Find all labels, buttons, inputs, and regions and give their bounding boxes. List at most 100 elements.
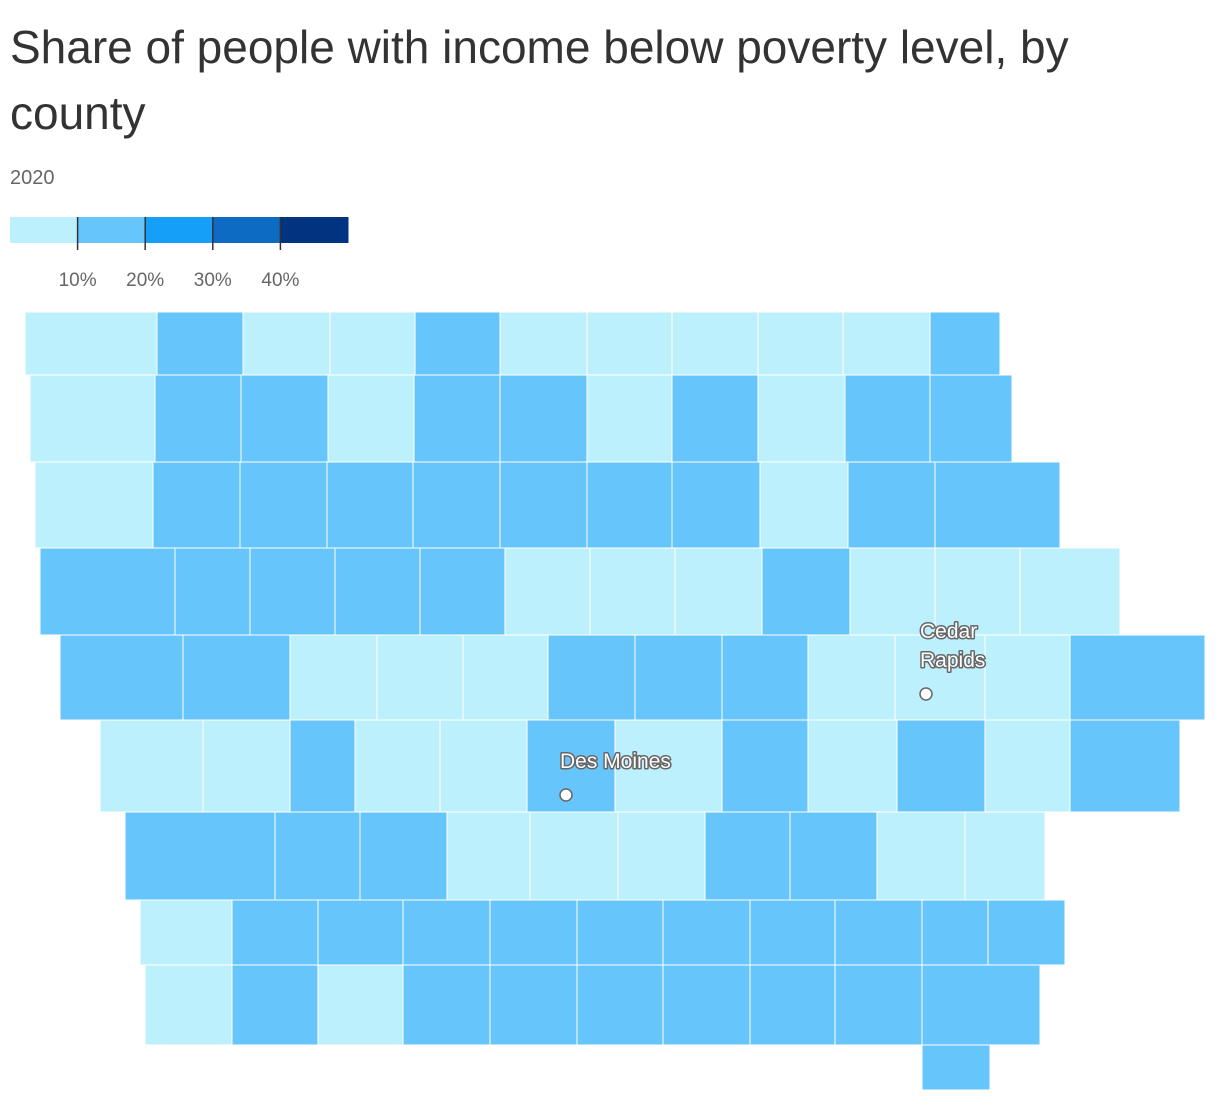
county (757, 374, 846, 463)
county (202, 719, 291, 813)
county (834, 899, 923, 966)
county (156, 311, 244, 376)
county (152, 461, 241, 549)
county (662, 964, 751, 1046)
county (499, 374, 588, 463)
county (413, 374, 501, 463)
county (124, 811, 276, 901)
county (231, 964, 319, 1046)
legend-tick-label: 10% (59, 270, 97, 291)
county (759, 461, 849, 549)
county (929, 374, 1013, 463)
county (894, 634, 986, 721)
county (576, 899, 664, 966)
county (334, 547, 421, 636)
county (99, 719, 204, 813)
county (402, 899, 491, 966)
county (154, 374, 242, 463)
county (662, 899, 751, 966)
county (499, 311, 588, 376)
county (240, 374, 329, 463)
county (1069, 719, 1181, 813)
county (849, 547, 936, 636)
county (446, 811, 531, 901)
county (274, 811, 361, 901)
county (896, 719, 986, 813)
county (414, 311, 501, 376)
county (634, 634, 723, 721)
legend-swatch (145, 217, 214, 243)
county (34, 461, 154, 549)
county (39, 547, 176, 636)
county (329, 311, 416, 376)
county (402, 964, 491, 1046)
county (354, 719, 441, 813)
county (984, 719, 1071, 813)
county (921, 899, 989, 966)
county (671, 374, 759, 463)
county (761, 547, 851, 636)
county (586, 311, 673, 376)
county (987, 899, 1066, 966)
subtitle: 2020 (10, 167, 55, 189)
county (586, 374, 673, 463)
county (921, 964, 1041, 1046)
county (844, 374, 931, 463)
county (174, 547, 251, 636)
county (24, 311, 158, 376)
county (576, 964, 664, 1046)
county (547, 634, 636, 721)
county (964, 811, 1046, 901)
title: Share of people with income below povert… (10, 21, 1069, 139)
county (317, 964, 404, 1046)
county (289, 719, 356, 813)
county (1019, 547, 1121, 636)
county (376, 634, 464, 721)
county (327, 374, 415, 463)
county (439, 719, 528, 813)
county (231, 899, 319, 966)
legend-tick-label: 40% (261, 270, 299, 291)
county (807, 634, 896, 721)
city-marker (559, 788, 573, 802)
county (489, 964, 578, 1046)
county (671, 461, 761, 549)
county (984, 634, 1071, 721)
county (462, 634, 549, 721)
county (929, 311, 1001, 376)
city-label: Des Moines (560, 750, 671, 773)
county (289, 634, 378, 721)
county (834, 964, 923, 1046)
county (789, 811, 878, 901)
legend-tick-label: 20% (126, 270, 164, 291)
legend-swatch (77, 217, 146, 243)
county (419, 547, 506, 636)
county (617, 811, 706, 901)
county (239, 461, 328, 549)
legend-swatch (212, 217, 281, 243)
county (504, 547, 591, 636)
county (139, 899, 233, 966)
county (182, 634, 291, 721)
county (934, 547, 1021, 636)
county (249, 547, 336, 636)
county (921, 1044, 991, 1091)
county (876, 811, 966, 901)
county (721, 634, 809, 721)
county (29, 374, 156, 463)
county (489, 899, 578, 966)
county (807, 719, 898, 813)
city-label: Cedar Rapids (920, 620, 985, 672)
county (589, 547, 676, 636)
city-marker (919, 687, 933, 701)
county (704, 811, 791, 901)
county (674, 547, 763, 636)
county (1069, 634, 1206, 721)
county (847, 461, 936, 549)
county (671, 311, 759, 376)
county (144, 964, 233, 1046)
county (412, 461, 501, 549)
county (749, 964, 836, 1046)
